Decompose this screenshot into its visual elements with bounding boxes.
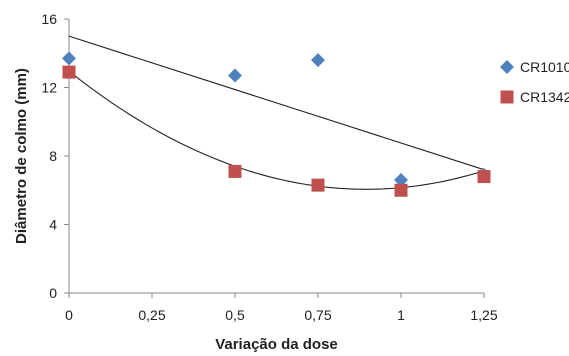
y-tick-label: 16 bbox=[41, 11, 57, 27]
point-cr1342 bbox=[477, 170, 491, 184]
y-tick-label: 4 bbox=[49, 217, 57, 233]
x-tick-label: 1 bbox=[397, 307, 405, 323]
legend-label-cr1342: CR1342 bbox=[520, 89, 569, 105]
point-cr1342 bbox=[228, 164, 242, 178]
point-cr1010 bbox=[228, 68, 242, 83]
point-cr1010 bbox=[394, 172, 408, 187]
point-cr1342 bbox=[62, 65, 76, 79]
legend-label-cr1010: CR1010 bbox=[520, 59, 569, 75]
y-axis-title: Diâmetro de colmo (mm) bbox=[13, 68, 30, 244]
legend-marker-cr1342 bbox=[500, 90, 514, 104]
y-tick-label: 0 bbox=[49, 285, 57, 301]
y-tick-label: 12 bbox=[41, 80, 57, 96]
axes bbox=[68, 19, 484, 294]
x-tick-label: 1,25 bbox=[470, 307, 497, 323]
y-tick-labels: 0 4 8 12 16 bbox=[41, 11, 69, 301]
x-tick-label: 0,75 bbox=[304, 307, 331, 323]
point-cr1342 bbox=[394, 183, 408, 197]
x-tick-labels: 0 0,25 0,5 0,75 1 1,25 bbox=[65, 293, 498, 323]
legend-marker-cr1010 bbox=[500, 60, 514, 74]
point-cr1342 bbox=[311, 178, 325, 192]
trendlines bbox=[68, 35, 485, 190]
x-tick-label: 0,5 bbox=[225, 307, 245, 323]
point-cr1010 bbox=[62, 51, 76, 66]
trendline-cr1342 bbox=[68, 70, 485, 190]
x-tick-label: 0 bbox=[65, 307, 73, 323]
x-tick-label: 0,25 bbox=[138, 307, 165, 323]
data-points bbox=[62, 51, 491, 197]
trendline-cr1010 bbox=[68, 35, 485, 171]
y-tick-label: 8 bbox=[49, 148, 57, 164]
x-axis-title: Variação da dose bbox=[215, 336, 338, 353]
legend: CR1010 CR1342 bbox=[500, 59, 569, 105]
point-cr1010 bbox=[311, 53, 325, 68]
